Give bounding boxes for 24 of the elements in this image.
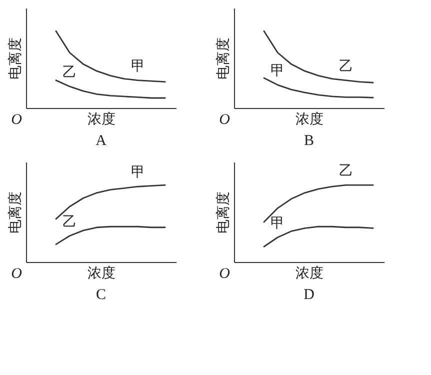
y-axis-title: 电离度: [216, 192, 232, 234]
series-label: 甲: [270, 215, 285, 232]
y-axis-title: 电离度: [8, 192, 24, 234]
x-axis-title: 浓度: [296, 112, 324, 128]
y-axis-title: 电离度: [8, 38, 24, 80]
text: O: [11, 112, 22, 128]
series-label: 甲: [130, 164, 145, 181]
series-label: 乙: [62, 214, 77, 230]
y-axis-title: 电离度: [216, 38, 232, 80]
series-label: 乙: [62, 64, 77, 80]
series-label: 甲: [270, 62, 285, 79]
text: C: [96, 287, 106, 303]
text: O: [219, 266, 230, 282]
series-label: 甲: [130, 58, 145, 74]
text: A: [96, 133, 107, 149]
series-label: 乙: [338, 163, 353, 180]
text: D: [304, 287, 315, 303]
x-axis-title: 浓度: [88, 266, 116, 282]
text: B: [304, 133, 314, 149]
x-axis-title: 浓度: [88, 112, 116, 128]
x-axis-title: 浓度: [296, 266, 324, 282]
text: O: [219, 112, 230, 128]
text: O: [11, 266, 22, 282]
series-label: 乙: [338, 58, 353, 74]
